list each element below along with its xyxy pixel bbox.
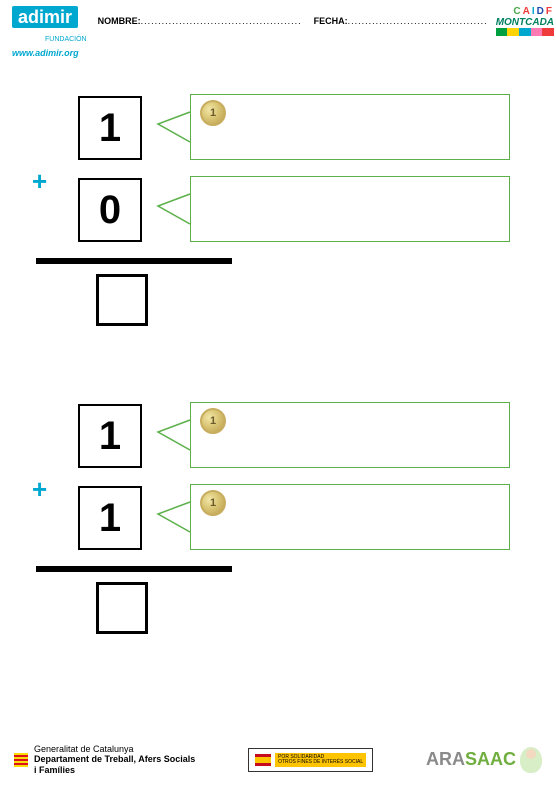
adimir-logo: adimir xyxy=(12,6,78,28)
answer-box[interactable] xyxy=(96,582,148,634)
color-bars xyxy=(496,28,554,36)
answer-box[interactable] xyxy=(96,274,148,326)
catalonia-flag-icon xyxy=(14,753,28,767)
euro-coin-icon xyxy=(200,490,226,516)
euro-coin-icon xyxy=(200,100,226,126)
coin-panel-2 xyxy=(190,484,510,550)
name-label: NOMBRE: xyxy=(98,16,141,26)
caidf-letters: CAIDF xyxy=(496,6,554,17)
coin-panel-2 xyxy=(190,176,510,242)
adimir-logo-block: adimir FUNDACIÓN www.adimir.org xyxy=(12,6,90,58)
equals-line xyxy=(36,566,232,572)
arasaac-mascot-icon xyxy=(520,747,542,773)
spain-flag-icon xyxy=(255,754,271,766)
euro-coin-icon xyxy=(200,408,226,434)
problem-2: + 1 1 xyxy=(60,404,556,664)
arasaac-text: ARASAAC xyxy=(426,749,516,770)
operator-plus: + xyxy=(32,474,47,505)
page-header: adimir FUNDACIÓN www.adimir.org NOMBRE:.… xyxy=(0,0,556,58)
generalitat-text: Generalitat de Catalunya Departament de … xyxy=(34,744,195,776)
callout-arrow-icon xyxy=(156,416,192,456)
operand-box-2: 0 xyxy=(78,178,142,242)
operand-value: 1 xyxy=(99,496,121,541)
date-field[interactable]: FECHA:..................................… xyxy=(314,16,488,26)
ministerio-logo: POR SOLIDARIDADOTROS FINES DE INTERÉS SO… xyxy=(248,748,373,772)
operand-box-2: 1 xyxy=(78,486,142,550)
operator-plus: + xyxy=(32,166,47,197)
operand-value: 0 xyxy=(99,188,121,233)
date-label: FECHA: xyxy=(314,16,348,26)
problem-1: + 1 0 xyxy=(60,96,556,356)
page-footer: Generalitat de Catalunya Departament de … xyxy=(0,744,556,776)
operand-box-1: 1 xyxy=(78,404,142,468)
name-field[interactable]: NOMBRE:.................................… xyxy=(98,16,302,26)
date-line: ........................................ xyxy=(348,16,488,26)
callout-arrow-icon xyxy=(156,190,192,230)
form-fields: NOMBRE:.................................… xyxy=(98,6,488,26)
name-line: ........................................… xyxy=(141,16,302,26)
montcada-logo-block: CAIDF MONTCADA xyxy=(496,6,554,36)
arasaac-logo: ARASAAC xyxy=(426,747,542,773)
generalitat-logo: Generalitat de Catalunya Departament de … xyxy=(14,744,195,776)
operand-value: 1 xyxy=(99,414,121,459)
callout-arrow-icon xyxy=(156,108,192,148)
operand-value: 1 xyxy=(99,106,121,151)
operand-box-1: 1 xyxy=(78,96,142,160)
coin-panel-1 xyxy=(190,94,510,160)
fundacion-tag: FUNDACIÓN xyxy=(42,36,90,43)
montcada-text: MONTCADA xyxy=(496,17,554,28)
equals-line xyxy=(36,258,232,264)
coin-panel-1 xyxy=(190,402,510,468)
adimir-url: www.adimir.org xyxy=(12,48,90,58)
callout-arrow-icon xyxy=(156,498,192,538)
